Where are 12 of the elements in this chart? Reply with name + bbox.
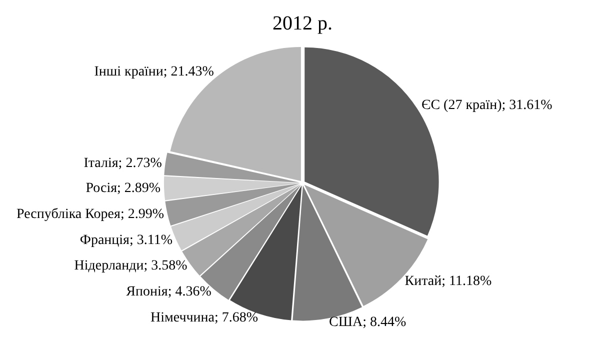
- slice-label: Японія; 4.36%: [126, 284, 212, 300]
- slice-label: Росія; 2.89%: [86, 181, 161, 196]
- slice-label: Інші країни; 21.43%: [94, 64, 214, 80]
- chart-title: 2012 р.: [272, 12, 332, 34]
- slice-label: Республіка Корея; 2.99%: [16, 207, 164, 222]
- slice-label: Італія; 2.73%: [84, 156, 162, 172]
- slice-label: Німеччина; 7.68%: [150, 310, 258, 326]
- slice-label: Нідерланди; 3.58%: [74, 258, 188, 274]
- slice-label: Франція; 3.11%: [80, 232, 173, 248]
- slice-label: ЄС (27 країн); 31.61%: [421, 98, 553, 114]
- slice-label: США; 8.44%: [329, 315, 406, 330]
- slice-label: Китай; 11.18%: [404, 274, 492, 290]
